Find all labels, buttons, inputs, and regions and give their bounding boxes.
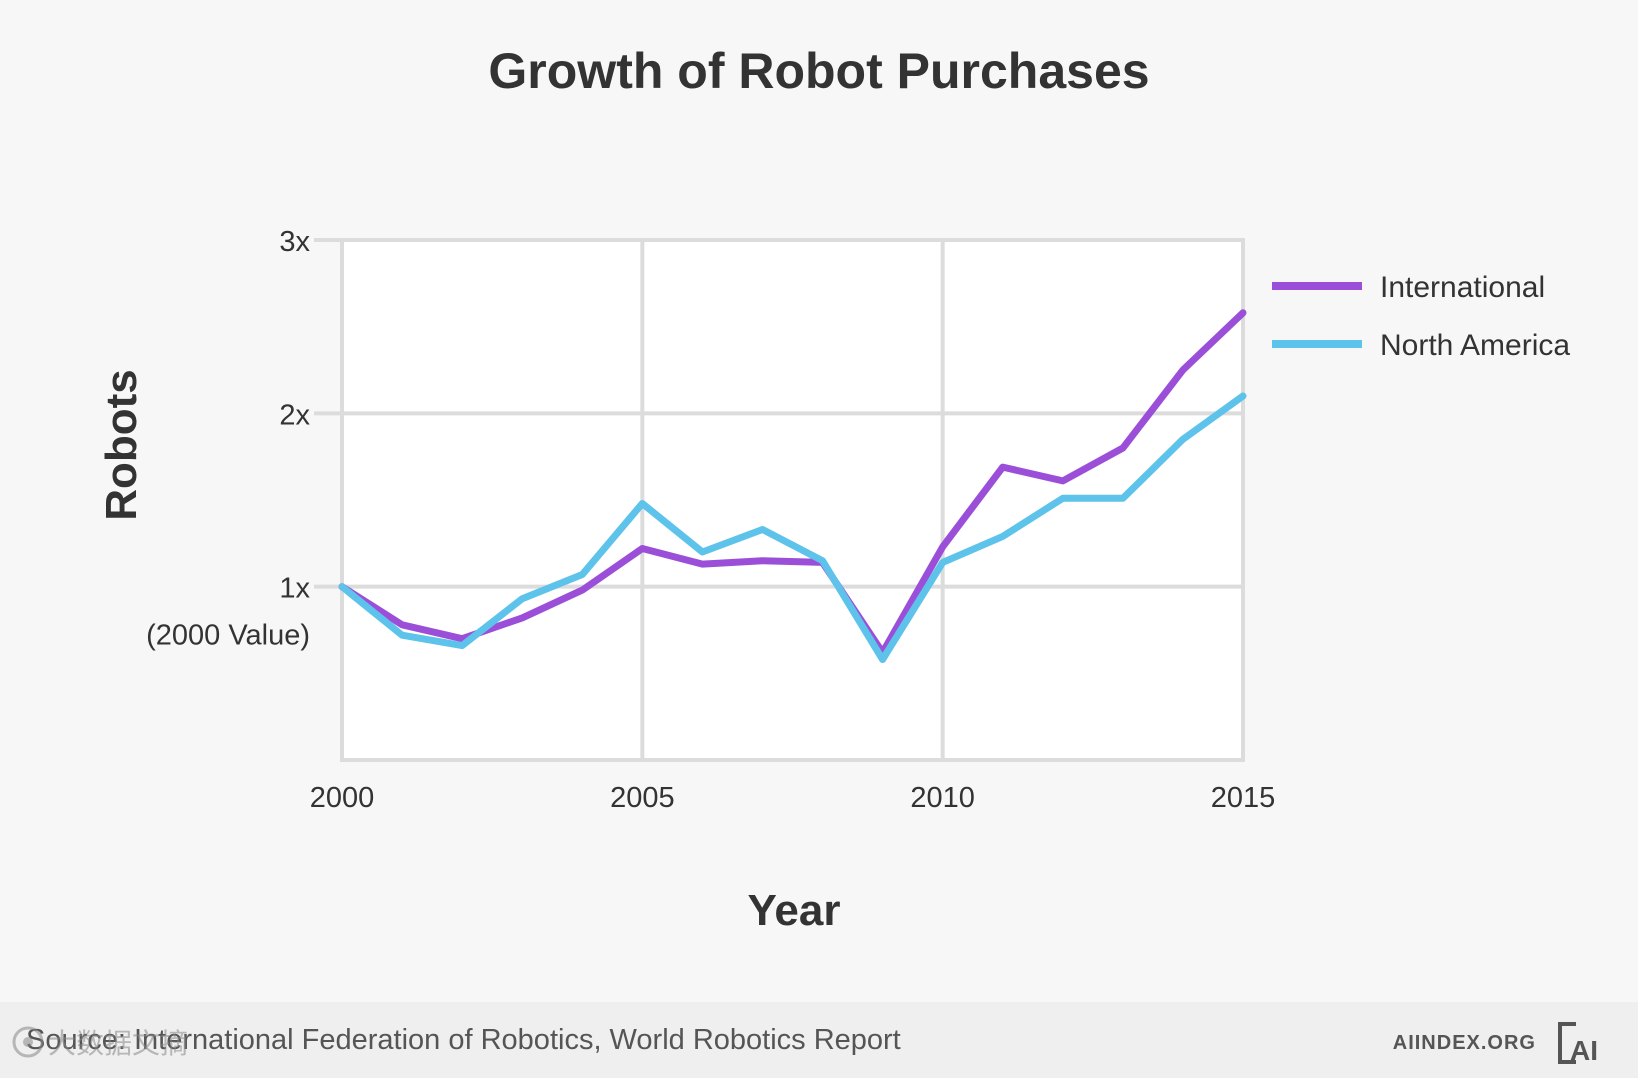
y-tick-note: (2000 Value) [146,620,310,652]
site-link[interactable]: AIINDEX.ORG [1392,1032,1536,1054]
series-line-north-america [338,392,1247,663]
y-tick-label: 1x [279,573,310,605]
x-tick-label: 2000 [310,782,375,814]
svg-text:大数据文摘: 大数据文摘 [48,1027,188,1060]
y-axis-title: Robots [97,369,146,521]
x-axis-title: Year [748,886,841,935]
chart-title: Growth of Robot Purchases [488,43,1149,99]
legend-label: North America [1380,329,1570,362]
series-line-international [338,309,1247,656]
plot-frame [340,238,1245,762]
y-tick-label: 2x [279,399,310,431]
y-tick-label: 3x [279,226,310,258]
x-tick-label: 2015 [1211,782,1276,814]
svg-text:AI: AI [1570,1035,1598,1066]
source-note: Source: International Federation of Robo… [26,1024,901,1056]
legend-label: International [1380,271,1545,304]
x-tick-label: 2005 [610,782,675,814]
chart-svg: Growth of Robot Purchases 1x 2x 3x (2000 Val… [97,43,1570,935]
watermark-logo: 大数据文摘 [12,1026,188,1060]
footer: Source: International Federation of Robo… [0,1002,1638,1078]
x-tick-label: 2010 [910,782,975,814]
chart: Growth of Robot Purchases 1x 2x 3x (2000 Val… [97,43,1570,935]
aiindex-logo: AI [1558,1022,1598,1066]
